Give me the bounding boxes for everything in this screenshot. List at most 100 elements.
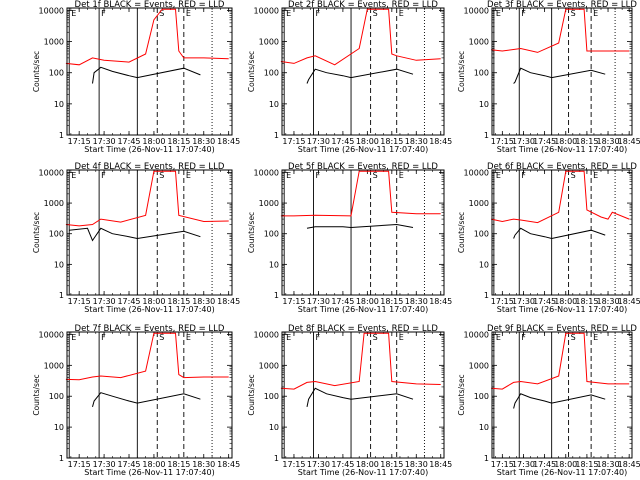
- marker-label: E: [593, 9, 598, 18]
- y-tick-label: 1000: [469, 38, 489, 47]
- y-tick-label: 1000: [259, 199, 279, 208]
- y-tick-label: 1000: [44, 38, 64, 47]
- events-series-line: [513, 227, 606, 240]
- marker-label: F: [521, 171, 526, 180]
- marker-label: S: [159, 171, 164, 180]
- marker-label: F: [101, 9, 106, 18]
- x-tick-label: 17:45: [117, 297, 140, 306]
- plot-frame: [491, 7, 633, 136]
- y-tick-label: 1: [59, 454, 64, 463]
- x-axis-label: Start Time (26-Nov-11 17:07:40): [497, 145, 627, 154]
- marker-label: S: [571, 9, 576, 18]
- y-tick-label: 1000: [44, 199, 64, 208]
- plot-frame: [281, 7, 445, 136]
- plot-frame: [491, 331, 633, 459]
- x-tick-label: 17:30: [512, 460, 535, 469]
- panel-8: Det 8f BLACK = Events, RED = LLD Counts/s…: [247, 324, 452, 477]
- y-tick-label: 1000: [469, 199, 489, 208]
- y-axis-label: Counts/sec: [32, 212, 41, 253]
- y-axis-label: Counts/sec: [32, 374, 41, 415]
- x-tick-label: 18:45: [618, 297, 640, 306]
- y-tick-label: 100: [474, 69, 489, 78]
- x-tick-label: 17:15: [282, 460, 305, 469]
- y-tick-label: 1: [484, 454, 489, 463]
- panel-title: Det 7f BLACK = Events, RED = LLD: [75, 324, 225, 334]
- x-tick-label: 18:00: [356, 460, 379, 469]
- y-axis-label: Counts/sec: [457, 212, 466, 253]
- panel-6: Det 6f BLACK = Events, RED = LLD Counts/s…: [457, 162, 640, 314]
- marker-label: F: [316, 333, 321, 342]
- y-tick-label: 10: [54, 260, 64, 269]
- x-tick-label: 17:30: [307, 297, 330, 306]
- x-tick-label: 18:30: [192, 137, 215, 146]
- y-tick-label: 1: [484, 291, 489, 300]
- panel-title: Det 8f BLACK = Events, RED = LLD: [288, 324, 438, 334]
- marker-label: E: [496, 333, 501, 342]
- x-tick-label: 18:15: [380, 137, 403, 146]
- x-axis-label: Start Time (26-Nov-11 17:07:40): [497, 468, 627, 477]
- x-tick-label: 17:45: [533, 460, 556, 469]
- events-series-line: [92, 392, 201, 408]
- x-axis-label: Start Time (26-Nov-11 17:07:40): [298, 145, 428, 154]
- marker-label: E: [186, 9, 191, 18]
- x-tick-label: 18:15: [575, 460, 598, 469]
- marker-label: E: [71, 171, 76, 180]
- marker-label: E: [186, 333, 191, 342]
- x-tick-label: 17:15: [282, 137, 305, 146]
- y-tick-label: 1: [484, 131, 489, 140]
- marker-label: F: [521, 333, 526, 342]
- y-tick-label: 1: [274, 454, 279, 463]
- x-tick-label: 18:45: [618, 460, 640, 469]
- lld-series-line: [491, 8, 630, 53]
- x-tick-label: 18:45: [217, 297, 240, 306]
- events-series-line: [69, 227, 201, 242]
- panel-1: Det 1f BLACK = Events, RED = LLD Counts/s…: [32, 0, 240, 154]
- y-tick-label: 10000: [39, 168, 64, 177]
- x-tick-label: 18:30: [405, 297, 428, 306]
- panel-title: Det 2f BLACK = Events, RED = LLD: [288, 0, 438, 10]
- x-tick-label: 17:30: [93, 297, 116, 306]
- y-axis-label: Counts/sec: [32, 51, 41, 92]
- panel-5: Det 5f BLACK = Events, RED = LLD Counts/s…: [247, 162, 452, 314]
- events-series-line: [513, 67, 606, 84]
- panel-title: Det 9f BLACK = Events, RED = LLD: [487, 324, 637, 334]
- marker-label: E: [593, 171, 598, 180]
- x-tick-label: 18:15: [380, 297, 403, 306]
- y-tick-label: 1000: [44, 361, 64, 370]
- x-axis-label: Start Time (26-Nov-11 17:07:40): [298, 468, 428, 477]
- lld-series-line: [490, 170, 630, 224]
- x-axis-label: Start Time (26-Nov-11 17:07:40): [84, 145, 214, 154]
- lld-series-line: [65, 170, 229, 227]
- marker-label: F: [521, 9, 526, 18]
- x-tick-label: 18:15: [575, 137, 598, 146]
- plot-frame: [281, 331, 445, 459]
- y-tick-label: 10000: [39, 6, 64, 15]
- x-tick-label: 18:45: [429, 297, 452, 306]
- x-tick-label: 18:30: [597, 137, 620, 146]
- x-tick-label: 18:30: [405, 137, 428, 146]
- plot-frame: [66, 169, 233, 296]
- y-tick-label: 1000: [469, 361, 489, 370]
- marker-label: E: [71, 9, 76, 18]
- y-tick-label: 1: [59, 291, 64, 300]
- plot-frame: [66, 7, 233, 136]
- x-tick-label: 18:00: [554, 137, 577, 146]
- y-tick-label: 100: [474, 230, 489, 239]
- marker-label: F: [101, 171, 106, 180]
- x-tick-label: 17:30: [512, 137, 535, 146]
- x-tick-label: 18:00: [356, 137, 379, 146]
- y-tick-label: 1: [274, 131, 279, 140]
- events-series-line: [306, 223, 414, 229]
- marker-label: E: [399, 9, 404, 18]
- y-tick-label: 10: [479, 423, 489, 432]
- x-tick-label: 18:45: [429, 460, 452, 469]
- y-tick-label: 10000: [254, 6, 279, 15]
- y-tick-label: 10: [269, 423, 279, 432]
- marker-label: S: [373, 171, 378, 180]
- x-tick-label: 18:00: [554, 297, 577, 306]
- marker-label: S: [159, 333, 164, 342]
- y-tick-label: 10: [269, 260, 279, 269]
- marker-label: E: [286, 9, 291, 18]
- y-tick-label: 100: [264, 392, 279, 401]
- panel-9: Det 9f BLACK = Events, RED = LLD Counts/s…: [457, 324, 640, 477]
